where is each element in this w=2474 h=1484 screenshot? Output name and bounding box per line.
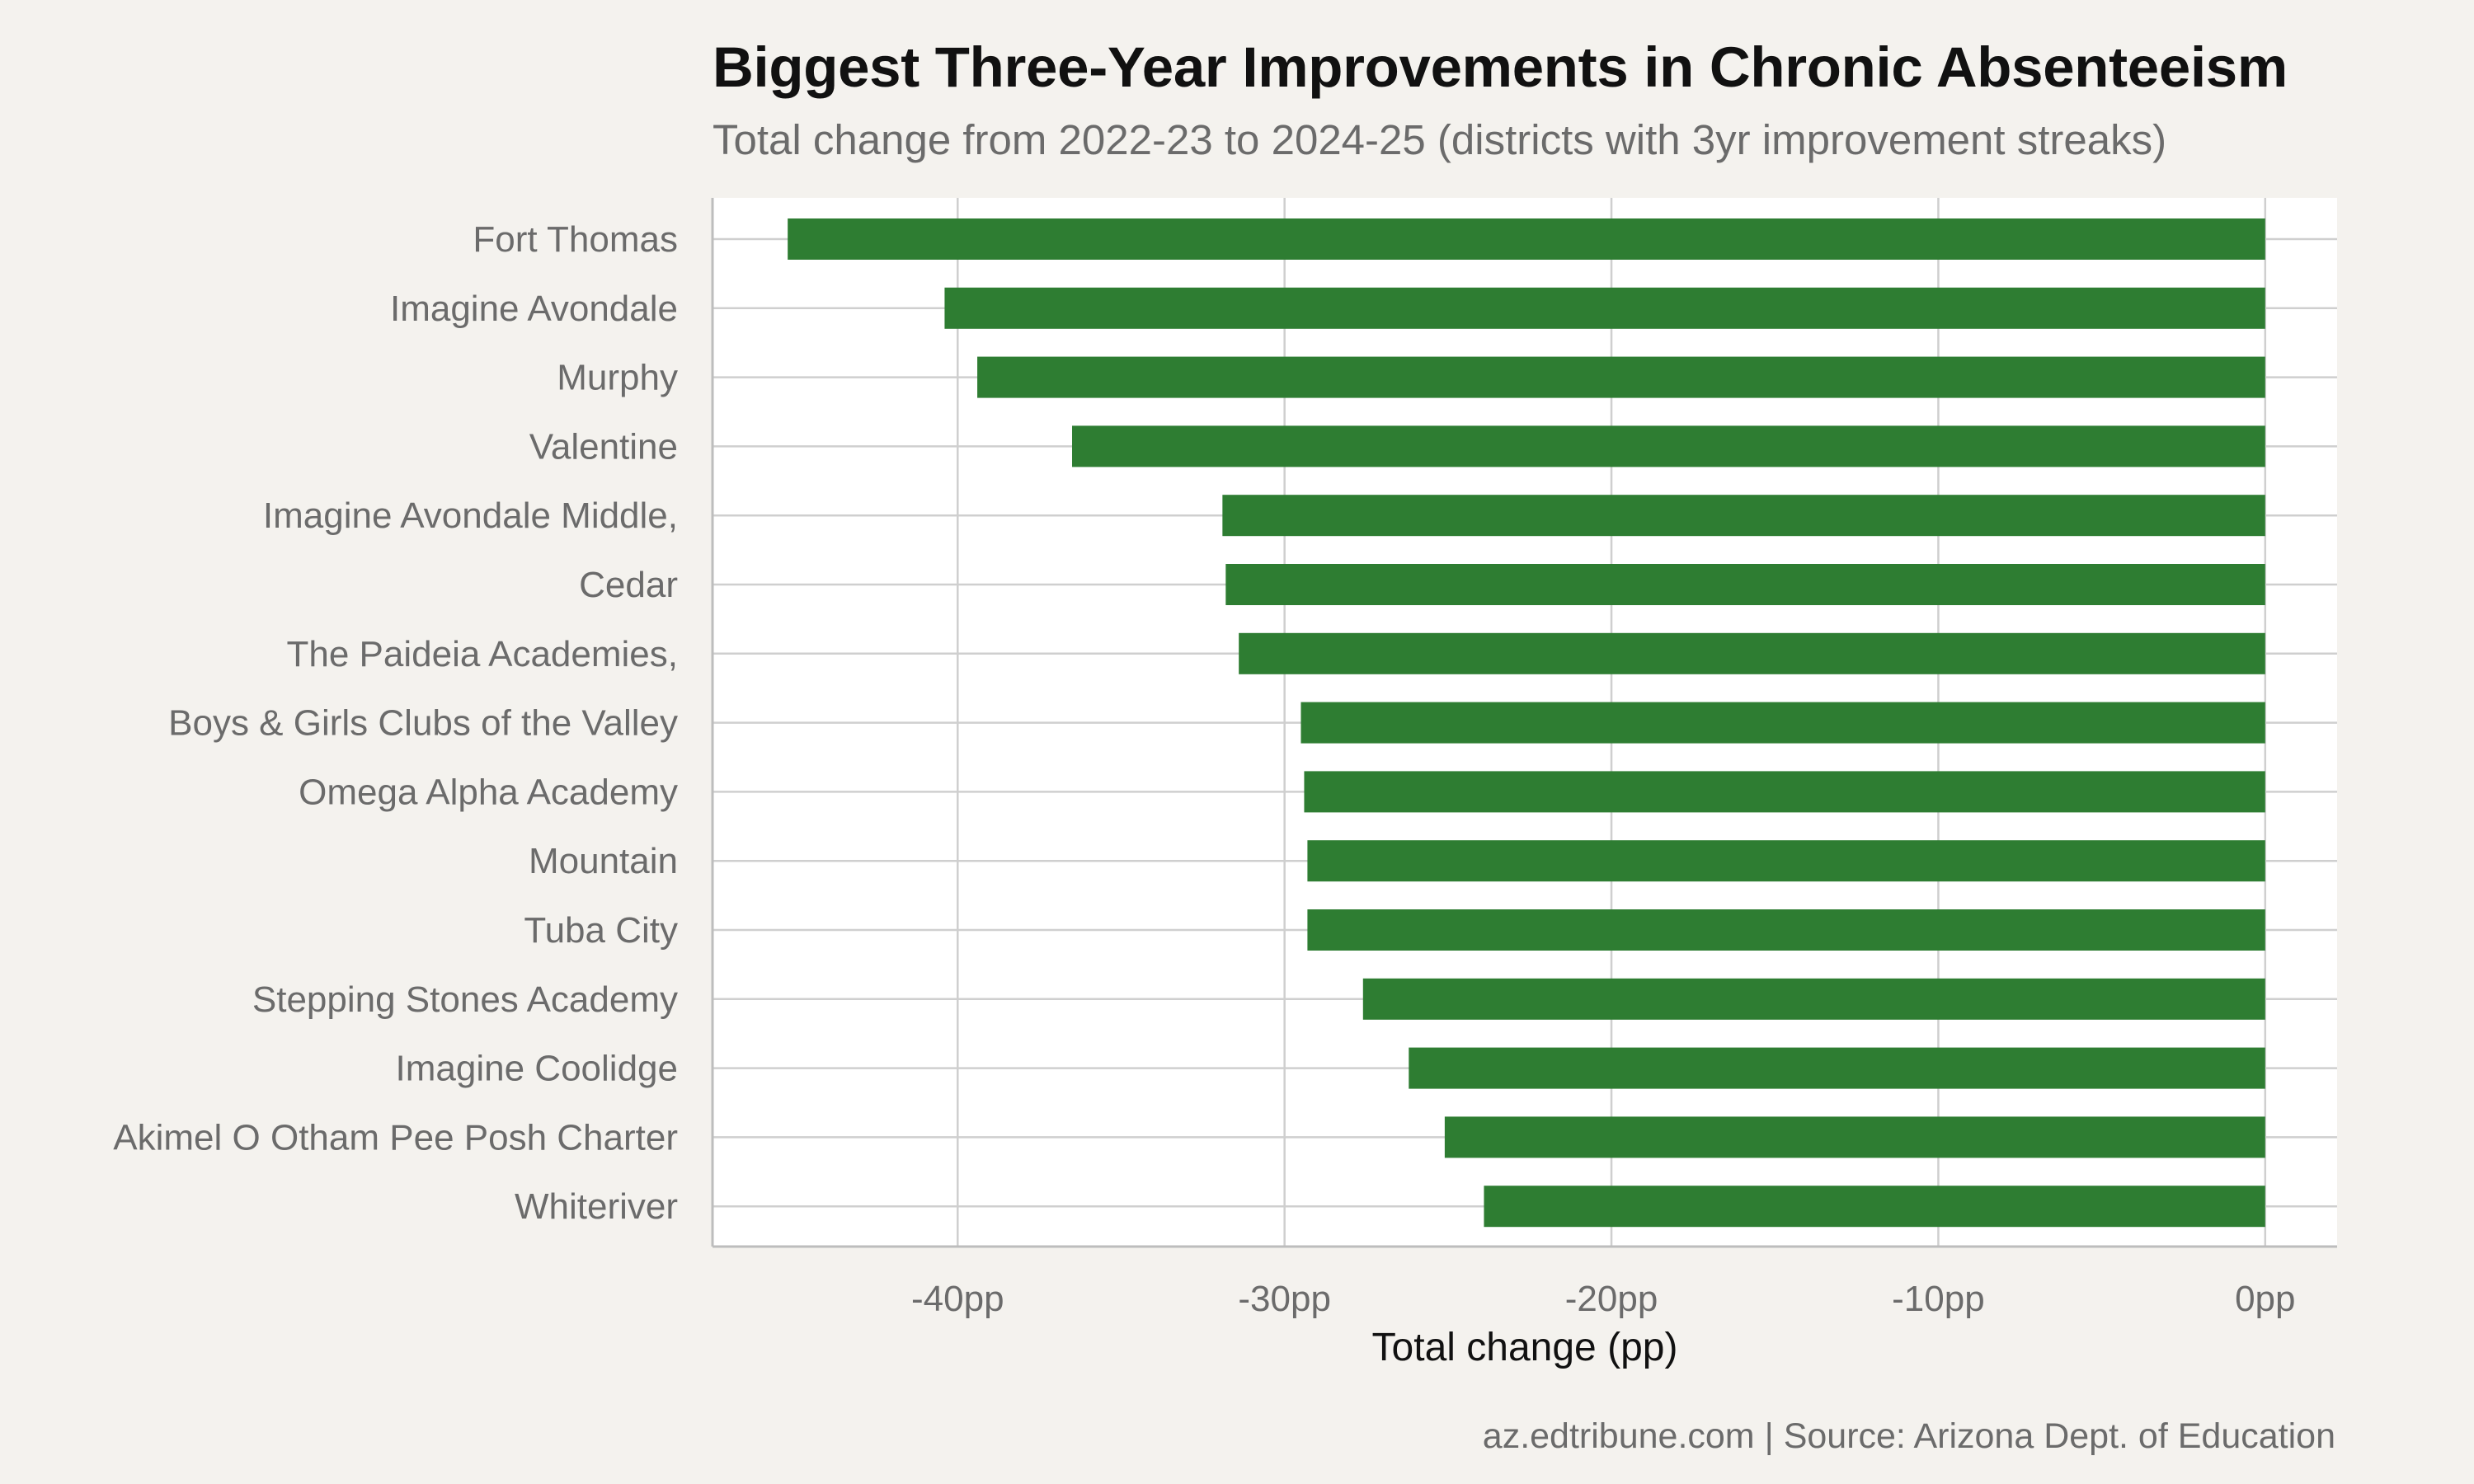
- y-tick-label: Stepping Stones Academy: [252, 979, 678, 1020]
- bar: [944, 287, 2265, 329]
- y-tick-label: Cedar: [579, 565, 678, 605]
- chart-title: Biggest Three-Year Improvements in Chron…: [713, 35, 2288, 99]
- bar: [1307, 840, 2265, 882]
- bar: [1307, 909, 2265, 951]
- bar: [1484, 1186, 2265, 1228]
- y-tick-label: Imagine Avondale: [390, 289, 678, 329]
- bar: [1222, 495, 2265, 537]
- bar: [1225, 564, 2265, 605]
- y-tick-label: Akimel O Otham Pee Posh Charter: [113, 1117, 678, 1158]
- bar: [1409, 1047, 2265, 1089]
- bar: [1239, 632, 2265, 674]
- x-tick-label: -10pp: [1892, 1279, 1985, 1319]
- bars: [788, 218, 2265, 1228]
- y-tick-label: Boys & Girls Clubs of the Valley: [168, 703, 678, 744]
- x-axis-title: Total change (pp): [1372, 1326, 1678, 1369]
- chart-caption: az.edtribune.com | Source: Arizona Dept.…: [1482, 1416, 2335, 1456]
- y-tick-label: Mountain: [529, 841, 678, 881]
- y-tick-label: Omega Alpha Academy: [299, 772, 678, 812]
- x-tick-label: -20pp: [1565, 1279, 1658, 1319]
- y-tick-label: Imagine Coolidge: [396, 1049, 678, 1089]
- bar: [1304, 771, 2265, 813]
- bar: [977, 356, 2265, 398]
- y-tick-label: The Paideia Academies,: [286, 634, 678, 674]
- y-tick-label: Valentine: [529, 426, 678, 467]
- bar: [788, 218, 2265, 260]
- y-tick-labels: Fort Thomas Imagine Avondale Murphy Valenti…: [113, 219, 678, 1227]
- bar: [1072, 425, 2265, 467]
- chart-subtitle: Total change from 2022-23 to 2024-25 (di…: [713, 116, 2167, 163]
- bar: [1300, 702, 2265, 744]
- y-tick-label: Murphy: [557, 358, 678, 398]
- x-tick-label: -30pp: [1238, 1279, 1331, 1319]
- y-tick-label: Imagine Avondale Middle,: [263, 495, 678, 536]
- y-tick-label: Tuba City: [524, 910, 678, 951]
- x-tick-labels: -40pp -30pp -20pp -10pp 0pp: [911, 1279, 2295, 1319]
- x-tick-label: -40pp: [911, 1279, 1004, 1319]
- bar: [1362, 978, 2265, 1020]
- axes: [711, 198, 2337, 1248]
- bar: [1444, 1116, 2265, 1158]
- x-tick-label: 0pp: [2235, 1279, 2295, 1319]
- y-tick-label: Fort Thomas: [473, 219, 678, 260]
- y-tick-label: Whiteriver: [515, 1186, 678, 1227]
